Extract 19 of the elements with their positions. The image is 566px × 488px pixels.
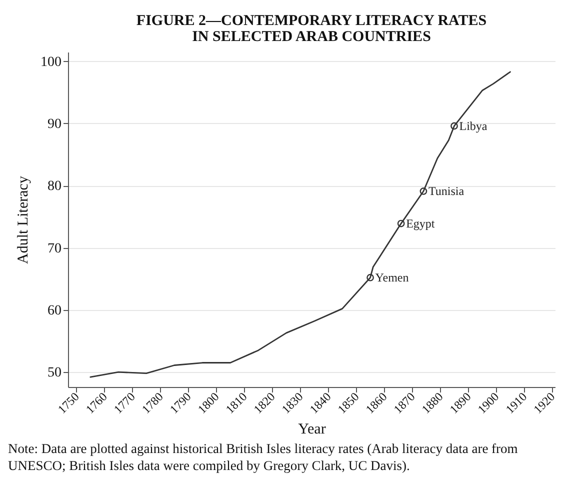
annotation: Tunisia	[428, 184, 465, 198]
annotation: Egypt	[406, 216, 436, 231]
point	[366, 274, 374, 282]
y-tick-label: 100	[40, 54, 62, 70]
y-tick-label: 80	[48, 179, 62, 194]
point	[397, 220, 405, 228]
y-tick-label: 60	[48, 303, 62, 318]
annotation: Libya	[459, 118, 488, 133]
point	[420, 188, 428, 195]
annotation: Yemen	[375, 270, 409, 285]
chart-title: FIGURE 2—CONTEMPORARY LITERACY RATES IN SELECTED ARAB COUNTRIES	[136, 13, 487, 45]
line-series	[90, 71, 511, 378]
text: Note: Data are plotted against historical British Isles literacy rates (Arab literacy data are from UNESCO; British Isles data were compiled by Gregory Clark, UC Davis).	[8, 440, 519, 474]
y-tick-label: 70	[48, 241, 62, 256]
point	[450, 122, 458, 130]
y-axis-title: Adult Literacy	[16, 176, 32, 264]
y-tick-label: 50	[48, 366, 62, 381]
y-tick-label: 90	[48, 116, 62, 132]
x-axis-title: Year	[298, 422, 326, 438]
